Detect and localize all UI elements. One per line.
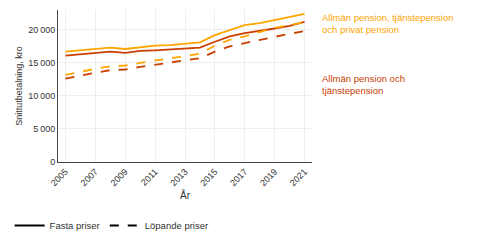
svg-text:2021: 2021 — [288, 167, 309, 188]
svg-text:10 000: 10 000 — [28, 91, 55, 101]
svg-text:2015: 2015 — [198, 167, 219, 188]
svg-text:0: 0 — [50, 157, 55, 167]
svg-text:Allmän pension ochtjänstepensi: Allmän pension ochtjänstepension — [322, 73, 405, 96]
svg-text:2009: 2009 — [109, 167, 130, 188]
svg-text:15 000: 15 000 — [28, 58, 55, 68]
svg-text:Löpande priser: Löpande priser — [145, 220, 208, 231]
svg-text:5 000: 5 000 — [33, 124, 55, 134]
svg-text:2019: 2019 — [258, 167, 279, 188]
svg-text:2007: 2007 — [79, 167, 100, 188]
svg-text:År: År — [180, 189, 191, 201]
svg-text:Allmän pension, tjänstepension: Allmän pension, tjänstepensionoch privat… — [322, 12, 454, 35]
svg-text:Fasta priser: Fasta priser — [50, 220, 100, 231]
svg-text:2017: 2017 — [228, 167, 249, 188]
svg-text:Snittutbetalning, kro: Snittutbetalning, kro — [14, 46, 24, 126]
svg-text:2013: 2013 — [168, 167, 189, 188]
svg-text:20 000: 20 000 — [28, 25, 55, 35]
svg-text:2005: 2005 — [49, 167, 70, 188]
svg-text:2011: 2011 — [139, 167, 160, 188]
